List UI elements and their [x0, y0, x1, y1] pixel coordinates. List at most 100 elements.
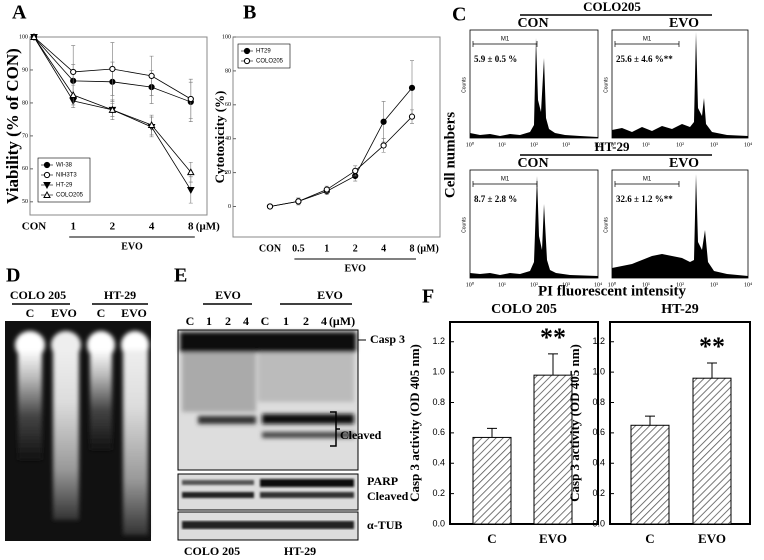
marker	[352, 167, 359, 174]
histogram-frame	[469, 29, 599, 139]
legend-label: HT-29	[56, 183, 73, 189]
tub-bands	[182, 521, 354, 529]
blot-lane: C	[261, 314, 270, 328]
error-bar	[487, 427, 497, 438]
parp-bands	[182, 479, 354, 498]
y-tick-label: 0.0	[432, 518, 445, 528]
histogram-panel: M1 25.6 ± 4.6 %** Counts 10⁰ 10¹ 10² 10³ 10⁴	[603, 29, 752, 148]
gate-line	[614, 41, 680, 47]
y-tick-label: 1.2	[432, 336, 445, 346]
x-tick-label: C	[487, 531, 496, 546]
band-label: Casp 3	[370, 332, 405, 346]
legend-marker	[43, 190, 51, 198]
blot-unit: (μM)	[329, 314, 355, 328]
x-tick-label: 2	[353, 243, 358, 254]
panel-label: A	[12, 2, 27, 24]
y-tick-label: 1.0	[432, 366, 445, 376]
condition-label: CON	[517, 16, 548, 31]
histogram-frame	[469, 169, 599, 279]
flow-title: COLO205	[583, 0, 641, 14]
y-axis-label: Casp 3 activity (OD 405 nm)	[567, 344, 582, 502]
flow-title: HT-29	[595, 139, 630, 154]
marker	[109, 65, 116, 73]
x-unit: (μM)	[417, 243, 439, 254]
annotation: **	[540, 323, 566, 352]
x-tick-label: 10²	[530, 142, 538, 148]
plot-frame	[449, 321, 599, 525]
marker	[148, 72, 155, 79]
y-tick-label: 60	[225, 102, 231, 108]
histogram-panel: M1 5.9 ± 0.5 % Counts 10⁰ 10¹ 10² 10³ 10⁴	[461, 29, 602, 148]
gel-lane: EVO	[121, 306, 147, 320]
legend-label: COLO205	[256, 59, 284, 65]
plot-frame	[29, 36, 208, 216]
x-tick-label: 10⁴	[594, 282, 602, 288]
y-tick-label: 80	[22, 100, 28, 106]
x-tick-label: 2	[110, 221, 116, 233]
casp3-bands	[180, 332, 356, 438]
blot-treatment: EVO	[317, 288, 343, 302]
y-tick-label: 0.2	[592, 488, 605, 498]
plot-frame	[232, 36, 441, 238]
x-tick-label: 10¹	[498, 282, 506, 288]
percentage: 32.6 ± 1.2 %**	[616, 194, 673, 204]
blot-lane: 4	[321, 314, 327, 328]
counts-label: Counts	[461, 217, 467, 233]
blot-lane: 4	[243, 314, 249, 328]
y-axis-label: Viability (% of CON)	[3, 48, 22, 204]
x-tick-label: CON	[22, 221, 47, 233]
bar	[472, 436, 512, 525]
marker	[30, 32, 38, 40]
gate-label: M1	[501, 37, 510, 43]
blot-lane: 1	[206, 314, 212, 328]
y-tick-label: 0.4	[592, 458, 605, 468]
y-tick-label: 0.0	[592, 518, 605, 528]
chart-title: COLO 205	[491, 302, 557, 317]
gate-line	[614, 181, 680, 187]
y-tick-label: 100	[222, 34, 231, 40]
condition-label: CON	[517, 156, 548, 171]
x-tick-label: EVO	[698, 531, 726, 546]
counts-label: Counts	[603, 217, 609, 233]
x-tick-label: 10²	[530, 282, 538, 288]
x-tick-label: 4	[381, 243, 386, 254]
bar	[692, 377, 732, 525]
x-unit: (μM)	[196, 221, 220, 233]
gel-lanes	[15, 331, 149, 535]
y-tick-label: 70	[22, 133, 28, 139]
legend-label: WI-38	[56, 163, 73, 169]
gate-label: M1	[643, 37, 652, 43]
legend-label: HT29	[256, 49, 271, 55]
y-tick-label: 0.8	[592, 397, 605, 407]
y-tick-label: 40	[225, 136, 231, 142]
y-tick-label: 0.8	[432, 397, 445, 407]
legend-marker	[43, 182, 51, 190]
marker	[380, 142, 387, 149]
y-tick-label: 0.6	[592, 427, 605, 437]
plot-frame	[609, 321, 751, 525]
legend-marker	[243, 47, 251, 55]
gel-panel: COLO 205 HT-29 C EVO C EVO	[5, 288, 151, 541]
y-tick-label: 0.2	[432, 488, 445, 498]
histogram	[612, 174, 748, 278]
flow-xlabel: PI fluorescent intensity	[538, 283, 687, 299]
x-tick-label: CON	[259, 243, 282, 254]
y-tick-label: 0.4	[432, 458, 445, 468]
x-tick-label: 10¹	[642, 142, 650, 148]
gel-lane: C	[26, 306, 35, 320]
marker	[408, 113, 416, 120]
x-tick-label: 8	[410, 243, 415, 254]
x-tick-label: 10⁴	[744, 282, 752, 288]
y-tick-label: 0.6	[432, 427, 445, 437]
x-tick-label: 10⁰	[608, 281, 617, 288]
percentage: 25.6 ± 4.6 %**	[616, 54, 673, 64]
panel-label: D	[6, 265, 20, 287]
x-tick-label: 10⁴	[594, 142, 602, 148]
x-tick-label: 10³	[710, 142, 718, 148]
counts-label: Counts	[461, 77, 467, 93]
bracket	[330, 411, 340, 447]
y-axis-label: Casp 3 activity (OD 405 nm)	[407, 344, 422, 502]
y-tick-label: 20	[225, 170, 231, 176]
x-tick-label: EVO	[539, 531, 567, 546]
x-tick-label: 10⁰	[466, 141, 475, 148]
